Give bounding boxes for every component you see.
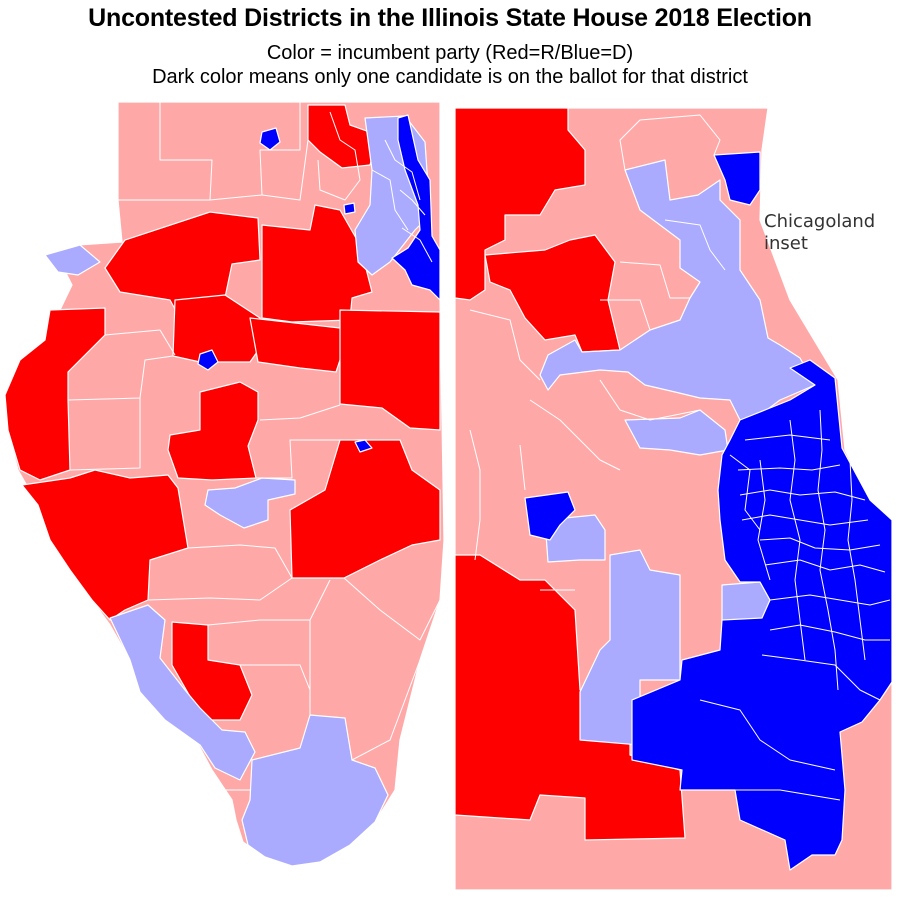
district-region — [44, 244, 101, 276]
district-region — [713, 151, 761, 206]
chicagoland-inset — [454, 107, 893, 891]
district-region — [307, 104, 379, 169]
district-region — [109, 604, 256, 781]
chicagoland-inset-label: Chicagoland inset — [764, 211, 875, 255]
district-region — [21, 469, 189, 621]
district-region — [261, 204, 373, 323]
state-map — [4, 101, 445, 867]
district-region — [241, 714, 389, 867]
district-region — [167, 381, 259, 481]
district-region — [343, 202, 356, 215]
map-subtitle-note: Dark color means only one candidate is o… — [152, 66, 748, 88]
district-region — [171, 621, 253, 721]
map-subtitle-legend: Color = incumbent party (Red=R/Blue=D) — [266, 42, 634, 64]
district-region — [544, 514, 606, 563]
district-region — [539, 159, 816, 421]
district-region — [454, 554, 686, 841]
district-region — [259, 127, 281, 151]
chicago-district-lines — [469, 114, 891, 801]
district-region — [289, 439, 441, 579]
map-title: Uncontested Districts in the Illinois St… — [88, 4, 812, 32]
district-boundaries — [67, 102, 441, 791]
district-region — [339, 309, 441, 431]
district-region — [631, 359, 893, 871]
district-region — [354, 439, 373, 453]
inset-label-line1: Chicagoland — [764, 211, 876, 232]
district-region — [454, 107, 586, 301]
inset-label-line2: inset — [764, 233, 808, 254]
district-region — [524, 491, 576, 541]
district-region — [204, 477, 296, 529]
district-region — [197, 349, 219, 371]
